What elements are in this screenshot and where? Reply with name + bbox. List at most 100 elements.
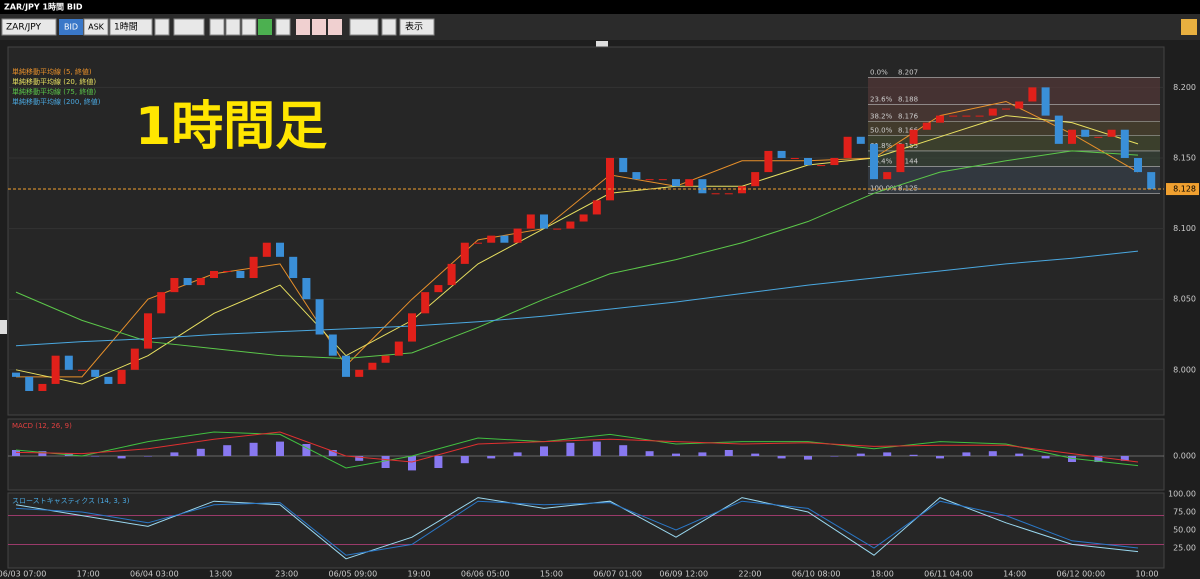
candle: [1015, 101, 1024, 109]
moving-average-line: [15, 115, 1139, 385]
macd-bar: [883, 452, 892, 456]
macd-bar: [328, 450, 337, 456]
symbol-select[interactable]: [1, 18, 57, 36]
ask-button[interactable]: [83, 18, 109, 36]
candle: [724, 193, 733, 195]
candle: [64, 355, 73, 370]
macd-bar: [91, 456, 100, 457]
x-tick-label: 06/12 00:00: [1056, 570, 1105, 579]
draw-button[interactable]: [312, 19, 326, 35]
candle: [698, 179, 707, 194]
candle: [777, 150, 786, 158]
y-tick-label: 25.00: [1173, 544, 1196, 553]
candle: [487, 235, 496, 243]
draw-button[interactable]: [328, 19, 342, 35]
side-handle[interactable]: [0, 320, 7, 334]
candle: [909, 129, 918, 144]
fib-label: 23.6%: [870, 95, 893, 103]
candle: [421, 292, 430, 314]
candle: [368, 362, 377, 370]
candle: [856, 136, 865, 144]
macd-bar: [1015, 453, 1024, 456]
bid-button[interactable]: [59, 19, 83, 35]
macd-bar: [196, 448, 205, 456]
macd-bar: [936, 456, 944, 459]
draw-button[interactable]: [296, 19, 310, 35]
y-tick-label: 8.200: [1173, 83, 1196, 92]
macd-bar: [249, 442, 258, 456]
tool-button[interactable]: [275, 18, 291, 36]
tool-button[interactable]: [258, 19, 272, 35]
candle: [658, 179, 667, 181]
candle: [474, 242, 482, 244]
candle: [830, 157, 839, 166]
candle: [606, 157, 614, 201]
candle: [817, 165, 826, 167]
macd-bar: [381, 456, 390, 468]
candle: [342, 355, 350, 377]
fib-label: 0.0%: [870, 68, 888, 76]
x-tick-label: 23:00: [275, 570, 298, 579]
macd-bar: [619, 445, 628, 456]
candle: [447, 263, 456, 286]
macd-bar: [830, 456, 839, 457]
candle: [381, 355, 390, 363]
candle: [38, 383, 47, 391]
candle: [645, 179, 654, 181]
fib-label: 76.4%: [870, 157, 893, 165]
timeframe-select[interactable]: [109, 18, 153, 36]
settings-button[interactable]: [1181, 19, 1197, 35]
x-tick-label: 06/11 04:00: [924, 570, 973, 579]
window-title: ZAR/JPY 1時間 BID: [4, 2, 83, 12]
screenshot-button[interactable]: [381, 18, 397, 36]
fib-zone: [868, 77, 1160, 105]
fib-label: 38.2%: [870, 112, 893, 120]
candle: [751, 172, 760, 187]
title-bar: [0, 0, 1200, 14]
candle: [790, 157, 799, 159]
candle: [1134, 157, 1142, 173]
view-button[interactable]: [399, 18, 435, 36]
macd-bar: [1041, 456, 1050, 459]
collapse-handle[interactable]: [596, 41, 608, 47]
pen-button[interactable]: [349, 18, 379, 36]
candle: [592, 200, 601, 215]
y-tick-label: 8.150: [1173, 153, 1196, 162]
chart-type-button[interactable]: [173, 18, 205, 36]
candle: [883, 172, 892, 180]
zoom-out-button[interactable]: [225, 18, 241, 36]
macd-bar: [117, 456, 126, 459]
last-price-box: [1166, 183, 1199, 196]
timeframe: 1時間: [114, 22, 138, 33]
candle: [685, 179, 694, 187]
candle: [394, 341, 403, 356]
tool-button[interactable]: [241, 18, 257, 36]
fib-label: 100.0%: [870, 184, 897, 192]
macd-bar: [804, 456, 812, 460]
compare-button[interactable]: [154, 18, 170, 36]
candle: [25, 376, 34, 391]
y-tick-label: 8.100: [1173, 224, 1196, 233]
macd-bar: [460, 456, 469, 464]
candle: [117, 369, 126, 384]
macd-bar: [1068, 456, 1076, 462]
candle: [843, 136, 852, 158]
y-tick-label: 8.000: [1173, 365, 1196, 374]
candle: [1107, 129, 1116, 137]
candle: [804, 157, 812, 166]
overlay-text: 1時間足: [135, 97, 327, 157]
macd-bar: [12, 450, 20, 456]
candle: [711, 193, 720, 195]
candle: [1120, 129, 1129, 158]
x-tick-label: 06/10 08:00: [792, 570, 841, 579]
candle: [183, 278, 192, 286]
macd-bar: [566, 442, 575, 456]
macd-bar: [751, 453, 760, 456]
macd-bar: [645, 451, 654, 456]
signal-line: [15, 431, 1139, 463]
zoom-in-button[interactable]: [209, 18, 225, 36]
candle: [566, 221, 575, 229]
candle: [1028, 87, 1037, 102]
